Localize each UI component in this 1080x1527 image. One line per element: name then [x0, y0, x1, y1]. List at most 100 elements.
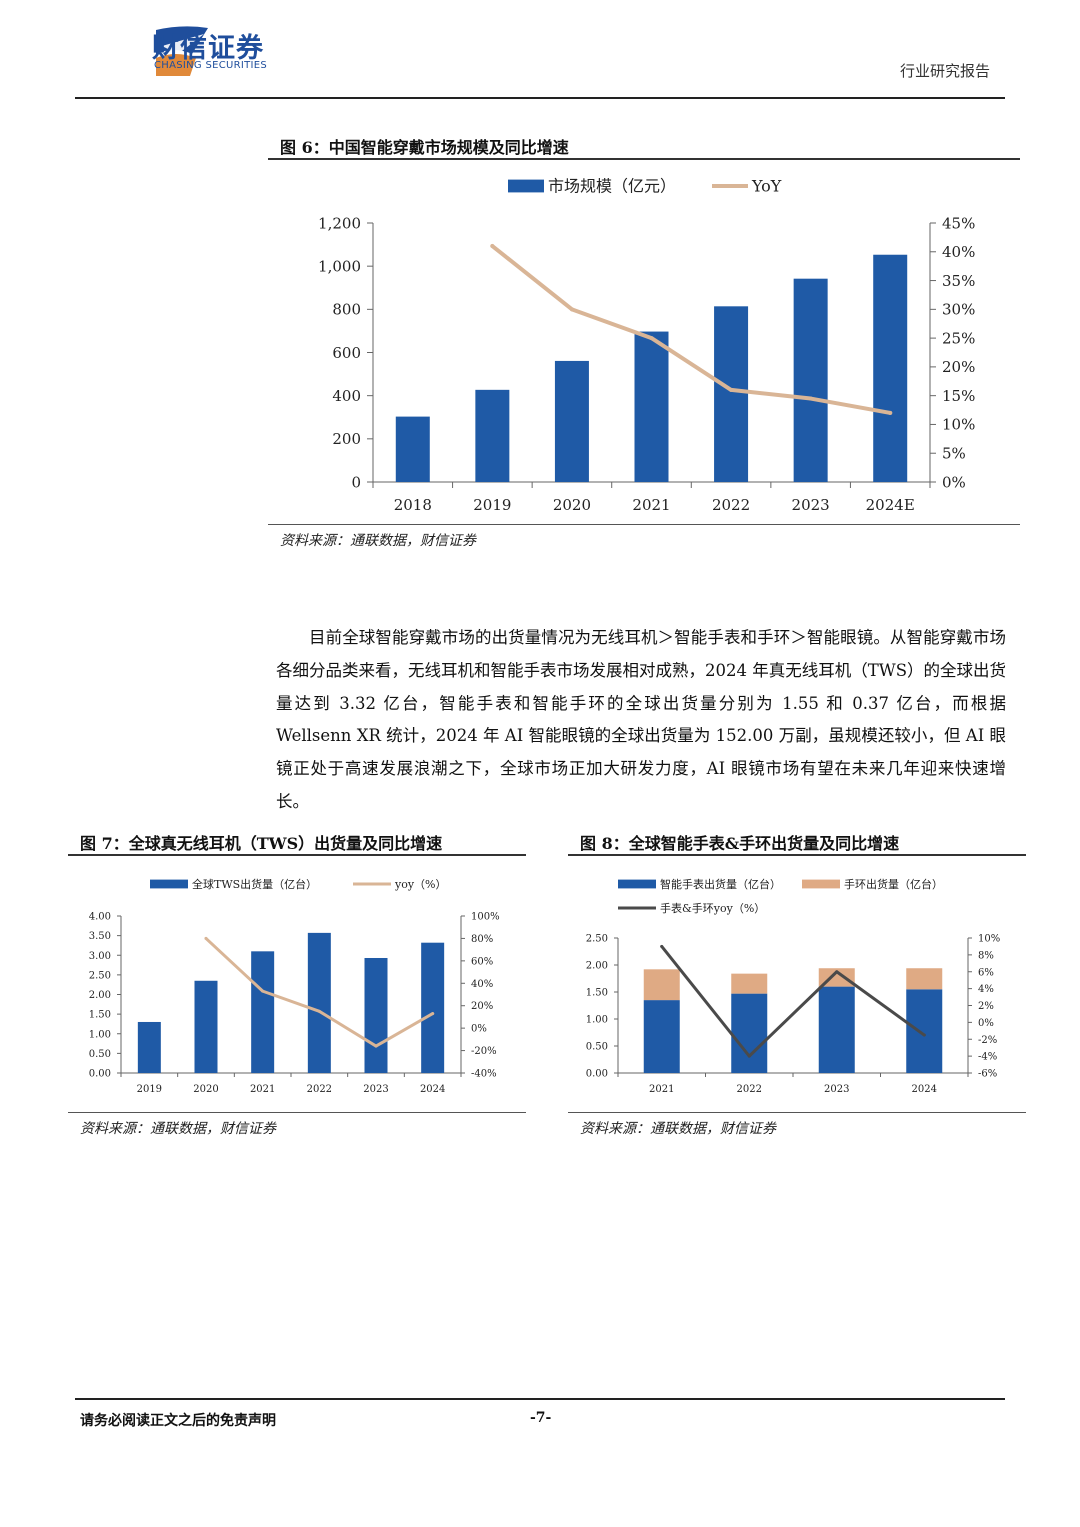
fig6-x-tick-label: 2019	[473, 496, 511, 514]
fig8-y-right-tick-label: 8%	[978, 950, 994, 961]
fig7-chart: 全球TWS出货量（亿台） yoy（%） 0.00 0.50 1.00 1.50 2.00 2.…	[89, 877, 500, 1095]
fig8-bar-1-3	[906, 968, 943, 990]
fig6-x-tick-label: 2023	[792, 496, 830, 514]
fig6-y-left-tick-label: 1,000	[318, 257, 361, 275]
fig8-line-point-0-1	[747, 1054, 751, 1058]
fig6-x-tick-label: 2018	[394, 496, 432, 514]
fig8-y-right-tick-label: 2%	[978, 1001, 994, 1012]
logo-text-en: CHASING SECURITIES	[154, 60, 268, 71]
fig8-legend-label-2: 手表&手环yoy（%）	[660, 901, 765, 915]
fig7-y-left-tick-label: 2.50	[89, 970, 111, 981]
fig7-y-left-tick-label: 1.00	[89, 1029, 111, 1040]
fig7-bottom-rule	[68, 1112, 526, 1113]
fig6-x-tick-label: 2024E	[866, 496, 915, 514]
fig8-x-tick-label: 2022	[737, 1084, 762, 1095]
report-type-label: 行业研究报告	[899, 62, 990, 80]
fig6-legend-swatch-0	[508, 179, 544, 193]
fig8-x-tick-label: 2024	[912, 1084, 937, 1095]
fig6-legend-label-0: 市场规模（亿元）	[548, 177, 676, 196]
fig8-title-rule	[568, 854, 1026, 856]
fig7-y-left-tick-label: 3.00	[89, 951, 111, 962]
fig7-line-point-0-5	[431, 1012, 435, 1016]
body-paragraph: 目前全球智能穿戴市场的出货量情况为无线耳机＞智能手表和手环＞智能眼镜。从智能穿戴…	[276, 628, 1007, 811]
page-number: -7-	[530, 1410, 552, 1426]
disclaimer-text: 请务必阅读正文之后的免责声明	[80, 1413, 276, 1429]
fig6-line-point-0-2	[569, 307, 574, 312]
fig8-y-left-tick-label: 1.00	[586, 1015, 608, 1026]
company-logo	[156, 26, 208, 76]
fig6-x-tick-label: 2022	[712, 496, 750, 514]
fig7-line-point-0-4	[374, 1044, 378, 1048]
fig8-bar-0-3	[906, 989, 943, 1073]
fig7-x-tick-label: 2022	[307, 1084, 332, 1095]
fig8-x-tick-label: 2021	[649, 1084, 674, 1095]
header-divider	[75, 97, 1005, 99]
fig7-title: 图 7：全球真无线耳机（TWS）出货量及同比增速	[80, 834, 443, 853]
fig6-bottom-rule	[268, 524, 1020, 525]
fig6-y-right-tick-label: 30%	[942, 301, 975, 319]
fig7-y-left-tick-label: 0.00	[89, 1069, 111, 1080]
fig6-title-rule	[268, 158, 1020, 160]
fig7-bar-0-0	[137, 1021, 161, 1073]
fig8-legend-swatch-1	[802, 879, 840, 889]
fig7-bar-0-3	[307, 932, 331, 1073]
fig6-y-left-tick-label: 600	[332, 344, 361, 362]
fig6-bar-0-1	[475, 389, 510, 482]
fig7-legend-label-1: yoy（%）	[394, 878, 447, 891]
fig8-y-right-tick-label: -6%	[978, 1069, 997, 1080]
fig8-y-left-tick-label: 2.50	[586, 934, 608, 945]
fig8-chart: 智能手表出货量（亿台） 手环出货量（亿台） 手表&手环yoy（%） 0.00 0.50 1…	[586, 877, 1001, 1095]
fig7-y-right-tick-label: 40%	[471, 979, 493, 990]
fig6-x-tick-label: 2021	[632, 496, 670, 514]
fig7-line-point-0-1	[204, 936, 208, 940]
fig6-y-left-tick-label: 800	[332, 301, 361, 319]
fig8-legend-swatch-0	[618, 879, 656, 889]
fig7-line-point-0-2	[261, 989, 265, 993]
fig6-legend-label-1: YoY	[751, 177, 782, 196]
fig8-title: 图 8：全球智能手表&手环出货量及同比增速	[580, 834, 900, 853]
fig6-y-right-tick-label: 10%	[942, 416, 975, 434]
fig8-bar-1-0	[643, 969, 680, 1001]
fig6-y-left-tick-label: 200	[332, 430, 361, 448]
fig7-y-right-tick-label: 100%	[471, 912, 500, 923]
fig7-y-left-tick-label: 2.00	[89, 990, 111, 1001]
fig8-bar-0-2	[818, 986, 855, 1073]
fig7-y-left-tick-label: 4.00	[89, 912, 111, 923]
fig8-y-right-tick-label: 6%	[978, 967, 994, 978]
fig7-source: 资料来源：通联数据，财信证券	[80, 1121, 276, 1137]
fig7-bar-0-5	[421, 942, 445, 1073]
fig6-line-point-0-6	[888, 410, 893, 415]
fig7-x-tick-label: 2020	[193, 1084, 218, 1095]
fig7-title-rule	[68, 854, 526, 856]
fig7-line-point-0-3	[317, 1009, 321, 1013]
fig7-y-right-tick-label: -20%	[471, 1046, 497, 1057]
fig7-bar-0-4	[364, 957, 388, 1073]
fig8-y-left-tick-label: 1.50	[586, 988, 608, 999]
fig8-source: 资料来源：通联数据，财信证券	[580, 1121, 776, 1137]
logo-text-cn: 财信证券	[152, 33, 264, 64]
fig7-x-tick-label: 2021	[250, 1084, 275, 1095]
fig7-y-right-tick-label: 80%	[471, 934, 493, 945]
fig7-y-left-tick-label: 0.50	[89, 1049, 111, 1060]
fig8-line-point-0-0	[660, 944, 664, 948]
fig8-y-left-tick-label: 2.00	[586, 961, 608, 972]
fig7-x-tick-label: 2023	[363, 1084, 388, 1095]
fig6-source: 资料来源：通联数据，财信证券	[280, 533, 476, 549]
fig8-y-left-tick-label: 0.50	[586, 1042, 608, 1053]
fig7-y-left-tick-label: 3.50	[89, 931, 111, 942]
fig6-y-right-tick-label: 25%	[942, 329, 975, 347]
fig8-line-point-0-2	[835, 970, 839, 974]
fig8-y-left-tick-label: 0.00	[586, 1069, 608, 1080]
fig6-y-right-tick-label: 15%	[942, 387, 975, 405]
fig6-y-right-tick-label: 20%	[942, 358, 975, 376]
fig8-legend-label-0: 智能手表出货量（亿台）	[660, 877, 781, 891]
fig8-y-right-tick-label: 10%	[978, 934, 1000, 945]
fig6-y-right-tick-label: 40%	[942, 243, 975, 261]
fig6-y-left-tick-label: 0	[351, 473, 361, 491]
fig7-y-right-tick-label: 20%	[471, 1001, 493, 1012]
fig7-y-right-tick-label: -40%	[471, 1069, 497, 1080]
fig7-y-left-tick-label: 1.50	[89, 1010, 111, 1021]
fig8-y-right-tick-label: 4%	[978, 984, 994, 995]
fig7-y-right-tick-label: 60%	[471, 956, 493, 967]
fig7-bar-0-2	[251, 951, 275, 1073]
